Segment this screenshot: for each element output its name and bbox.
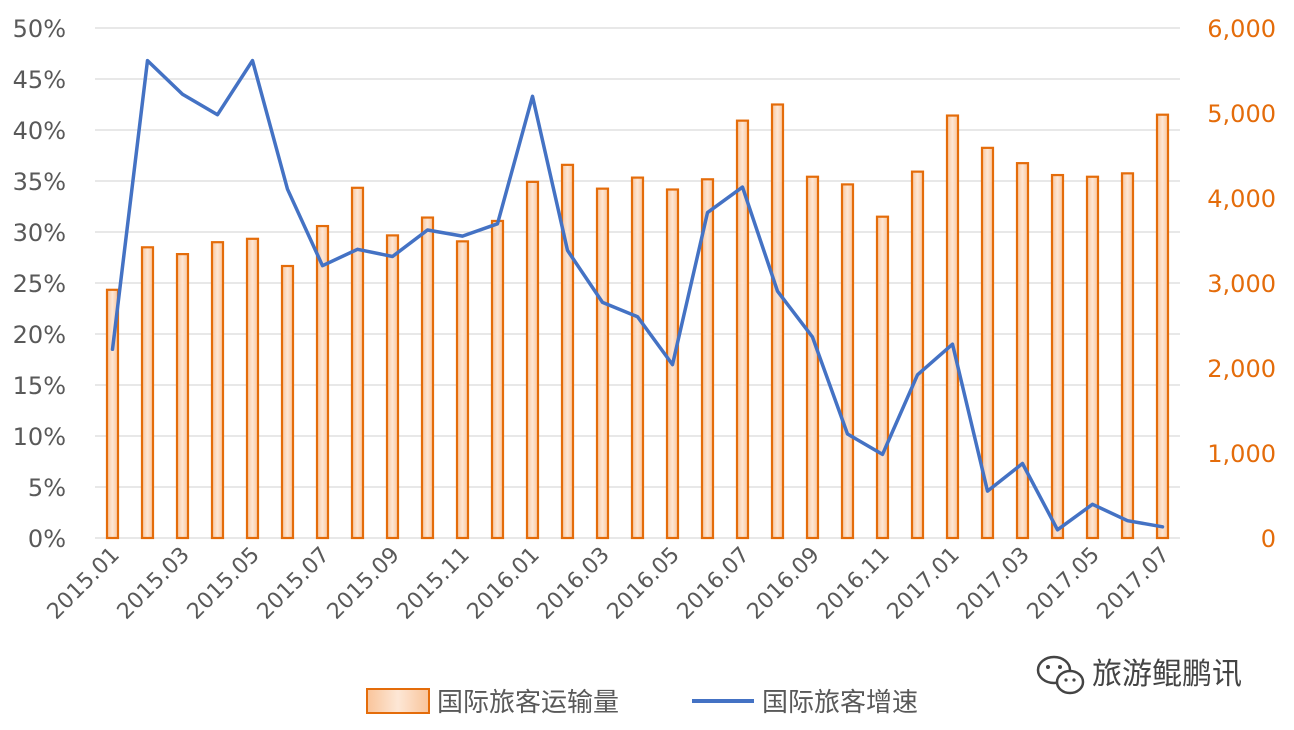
bar xyxy=(560,163,575,540)
y-left-tick-label: 0% xyxy=(28,525,66,553)
x-tick-label: 2016.01 xyxy=(463,543,545,625)
y-left-tick-label: 20% xyxy=(13,321,66,349)
growth-line xyxy=(110,58,1165,532)
bar xyxy=(385,234,400,540)
bar xyxy=(1015,162,1030,540)
bar xyxy=(175,253,190,540)
y-right-tick-label: 1,000 xyxy=(1207,440,1276,468)
x-tick-label: 2016.11 xyxy=(813,543,895,625)
y-left-tick-label: 50% xyxy=(13,15,66,43)
x-tick-label: 2017.03 xyxy=(953,543,1035,625)
bar xyxy=(490,219,505,540)
y-right-tick-label: 4,000 xyxy=(1207,185,1276,213)
bar xyxy=(1050,173,1065,540)
bar xyxy=(910,170,925,540)
bar xyxy=(945,114,960,540)
bar xyxy=(140,246,155,540)
wechat-icon xyxy=(1036,655,1085,695)
legend: 国际旅客运输量 国际旅客增速 xyxy=(366,688,918,718)
x-tick-label: 2015.05 xyxy=(183,543,265,625)
x-tick-label: 2015.07 xyxy=(253,543,335,625)
bar xyxy=(280,264,295,540)
y-left-tick-label: 10% xyxy=(13,423,66,451)
x-tick-label: 2015.11 xyxy=(393,543,475,625)
y-left-tick-label: 45% xyxy=(13,66,66,94)
x-tick-label: 2016.03 xyxy=(533,543,615,625)
x-tick-label: 2017.05 xyxy=(1023,543,1105,625)
bar xyxy=(875,215,890,540)
y-left-tick-label: 15% xyxy=(13,372,66,400)
y-right-tick-label: 0 xyxy=(1261,525,1276,553)
bar xyxy=(315,224,330,540)
y-right-tick-label: 5,000 xyxy=(1207,100,1276,128)
bar xyxy=(630,176,645,540)
x-tick-label: 2016.09 xyxy=(743,543,825,625)
line-series xyxy=(110,58,1165,532)
bar xyxy=(525,180,540,540)
x-tick-label: 2016.07 xyxy=(673,543,755,625)
y-left-tick-label: 5% xyxy=(28,474,66,502)
bar xyxy=(1120,172,1135,540)
y-right-tick-label: 2,000 xyxy=(1207,355,1276,383)
legend-item-bar[interactable]: 国际旅客运输量 xyxy=(366,688,619,718)
y-left-tick-label: 40% xyxy=(13,117,66,145)
bar xyxy=(770,103,785,540)
x-tick-label: 2015.01 xyxy=(43,543,125,625)
x-tick-label: 2017.01 xyxy=(883,543,965,625)
x-axis: 2015.012015.032015.052015.072015.092015.… xyxy=(43,543,1175,625)
y-left-tick-label: 35% xyxy=(13,168,66,196)
bar xyxy=(455,240,470,540)
watermark: 旅游鲲鹏讯 xyxy=(1036,655,1242,695)
y-right-tick-label: 3,000 xyxy=(1207,270,1276,298)
y-axis-right: 0 1,000 2,000 3,000 4,000 5,000 6,000 xyxy=(1207,15,1276,553)
x-tick-label: 2015.03 xyxy=(113,543,195,625)
x-tick-label: 2016.05 xyxy=(603,543,685,625)
y-axis-left: 0% 5% 10% 15% 20% 25% 30% 35% 40% 45% 50% xyxy=(13,15,66,553)
watermark-text: 旅游鲲鹏讯 xyxy=(1092,657,1242,692)
bar xyxy=(350,186,365,540)
bar xyxy=(105,288,120,540)
bar xyxy=(1155,113,1170,540)
x-tick-label: 2017.07 xyxy=(1093,543,1175,625)
bar xyxy=(1085,175,1100,540)
x-tick-label: 2015.09 xyxy=(323,543,405,625)
y-left-tick-label: 30% xyxy=(13,219,66,247)
y-right-tick-label: 6,000 xyxy=(1207,15,1276,43)
bar xyxy=(840,183,855,540)
legend-bar-swatch xyxy=(366,688,430,714)
bar xyxy=(700,178,715,540)
bar xyxy=(420,216,435,540)
legend-item-line[interactable]: 国际旅客增速 xyxy=(692,688,918,718)
y-left-tick-label: 25% xyxy=(13,270,66,298)
bar xyxy=(210,241,225,540)
bar xyxy=(245,237,260,540)
bar xyxy=(735,119,750,540)
legend-label-line: 国际旅客增速 xyxy=(762,688,918,718)
bar xyxy=(805,175,820,540)
bar xyxy=(980,146,995,540)
legend-label-bar: 国际旅客运输量 xyxy=(437,688,619,718)
bar xyxy=(595,187,610,540)
